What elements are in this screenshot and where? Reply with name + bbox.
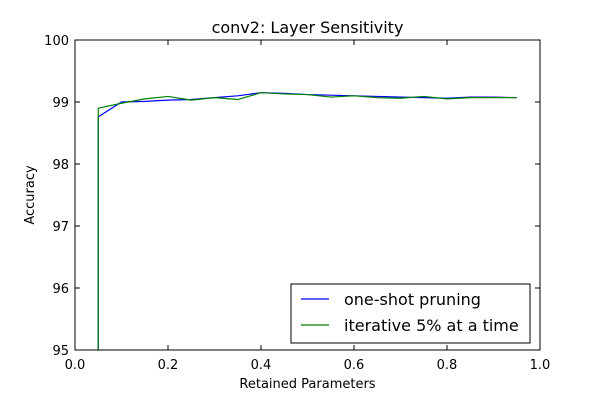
x-tick-label: 0.8 — [437, 358, 458, 373]
x-tick-label: 0.4 — [251, 358, 272, 373]
x-tick-label: 0.0 — [65, 358, 86, 373]
series-line-iterative — [97, 92, 517, 350]
legend-box — [290, 283, 531, 344]
y-tick-label: 100 — [44, 34, 69, 49]
y-tick-label: 95 — [52, 344, 69, 359]
y-tick-label: 96 — [52, 282, 69, 297]
x-axis-label: Retained Parameters — [239, 377, 375, 392]
x-tick-label: 1.0 — [530, 358, 551, 373]
legend-label-iterative: iterative 5% at a time — [344, 316, 519, 335]
axis-ticks: 0.0 0.2 0.4 0.6 0.8 1.0 95 96 97 98 99 100 — [44, 34, 550, 373]
legend-label-one-shot: one-shot pruning — [344, 290, 481, 309]
plot-lines — [97, 92, 517, 350]
y-tick-label: 98 — [52, 158, 69, 173]
chart-title: conv2: Layer Sensitivity — [212, 18, 404, 37]
y-tick-label: 99 — [52, 96, 69, 111]
plot-frame — [74, 39, 541, 351]
legend: one-shot pruning iterative 5% at a time — [290, 283, 531, 344]
x-tick-label: 0.2 — [158, 358, 179, 373]
y-axis-label: Accuracy — [23, 165, 38, 225]
series-line-one-shot — [97, 92, 517, 350]
y-tick-label: 97 — [52, 220, 69, 235]
x-tick-label: 0.6 — [344, 358, 365, 373]
